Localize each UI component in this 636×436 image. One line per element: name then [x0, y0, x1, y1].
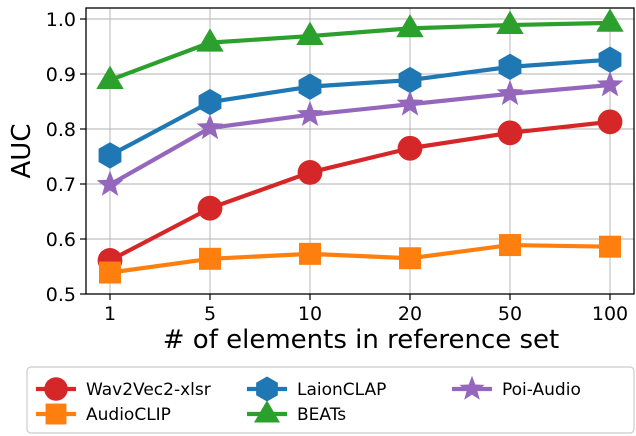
- legend-marker: [256, 376, 278, 402]
- y-tick-label: 1.0: [46, 9, 76, 31]
- data-point-beats: [96, 65, 124, 89]
- legend-frame: [26, 366, 635, 434]
- y-tick-label: 0.7: [46, 174, 76, 196]
- legend: Wav2Vec2-xlsr AudioCLIP LaionCLAP BEATs Poi-…: [26, 366, 635, 434]
- data-point-laionclap: [598, 46, 622, 73]
- data-point-audioclip: [599, 235, 621, 258]
- y-tick-label: 0.8: [46, 119, 76, 141]
- plot-frame: [85, 7, 635, 295]
- y-ticks: 0.5 0.6 0.7 0.8 0.9 1.0: [46, 9, 86, 306]
- legend-marker: [254, 400, 280, 423]
- data-point-beats: [196, 28, 224, 52]
- legend-item-poi-audio: Poi-Audio: [452, 375, 581, 400]
- series-line-poi-audio: [108, 82, 611, 187]
- series-line-audioclip: [109, 242, 611, 275]
- data-point-audioclip: [299, 242, 321, 265]
- x-ticks: 1 5 10 20 50 100: [104, 294, 628, 325]
- x-tick-label: 100: [592, 303, 628, 325]
- data-point-beats: [396, 13, 424, 38]
- legend-item-beats: BEATs: [247, 400, 346, 425]
- data-point-wav2vec2-xlsr: [597, 109, 623, 135]
- data-point-wav2vec2-xlsr: [197, 195, 223, 221]
- series-line-beats: [109, 20, 611, 83]
- y-axis-title: AUC: [7, 124, 37, 179]
- x-tick-label: 50: [498, 303, 522, 325]
- data-point-poi-audio: [596, 71, 624, 97]
- legend-marker: [45, 403, 67, 425]
- legend-label: Poi-Audio: [502, 380, 581, 400]
- data-point-laionclap: [498, 53, 522, 81]
- data-point-laionclap: [298, 73, 322, 100]
- data-point-poi-audio: [96, 170, 124, 196]
- series-laionclap: [98, 46, 622, 169]
- x-tick-label: 1: [104, 303, 116, 325]
- legend-label: BEATs: [297, 405, 346, 425]
- legend-item-laionclap: LaionCLAP: [247, 376, 386, 402]
- series-line-laionclap: [109, 57, 611, 158]
- series-audioclip: [99, 234, 621, 284]
- x-tick-label: 10: [298, 303, 322, 325]
- data-point-laionclap: [98, 142, 122, 169]
- data-point-wav2vec2-xlsr: [497, 120, 523, 146]
- series-layer: [96, 8, 624, 284]
- data-point-wav2vec2-xlsr: [397, 135, 423, 161]
- data-point-poi-audio: [496, 79, 524, 106]
- legend-item-wav2vec2-xlsr: Wav2Vec2-xlsr: [36, 377, 211, 401]
- y-tick-label: 0.9: [46, 64, 76, 86]
- legend-label: AudioCLIP: [86, 405, 171, 425]
- x-tick-label: 5: [204, 303, 216, 325]
- data-point-beats: [496, 10, 524, 34]
- data-point-wav2vec2-xlsr: [297, 160, 323, 185]
- data-point-beats: [296, 21, 324, 45]
- series-line-wav2vec2-xlsr: [109, 119, 611, 263]
- data-point-audioclip: [399, 247, 421, 270]
- data-point-poi-audio: [296, 100, 324, 127]
- series-beats: [96, 8, 624, 89]
- y-tick-label: 0.5: [46, 284, 76, 306]
- data-point-poi-audio: [196, 113, 224, 140]
- data-point-poi-audio: [396, 90, 424, 116]
- data-point-laionclap: [398, 66, 422, 94]
- data-point-audioclip: [99, 261, 121, 284]
- data-point-audioclip: [199, 247, 221, 270]
- data-point-laionclap: [198, 88, 222, 116]
- x-axis-title: # of elements in reference set: [163, 325, 560, 355]
- legend-label: Wav2Vec2-xlsr: [86, 380, 211, 400]
- y-tick-label: 0.6: [46, 229, 76, 251]
- x-tick-label: 20: [398, 303, 422, 325]
- legend-marker: [459, 375, 485, 400]
- data-point-audioclip: [499, 234, 521, 257]
- legend-marker: [44, 377, 68, 401]
- legend-item-audioclip: AudioCLIP: [36, 403, 171, 425]
- legend-label: LaionCLAP: [297, 380, 386, 400]
- series-poi-audio: [96, 71, 624, 196]
- series-wav2vec2-xlsr: [97, 109, 623, 273]
- data-point-beats: [596, 8, 624, 32]
